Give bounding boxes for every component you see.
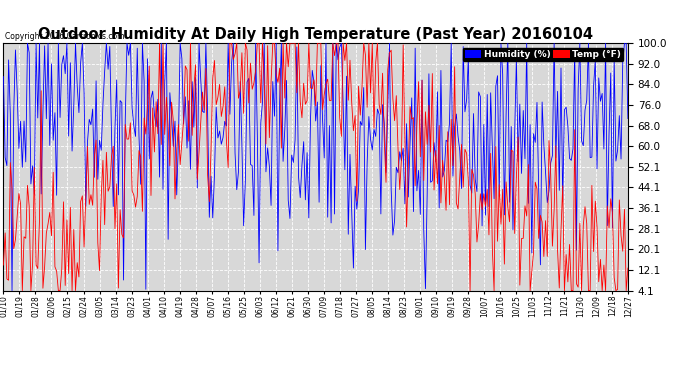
Text: Copyright 2016 Cartronics.com: Copyright 2016 Cartronics.com	[5, 32, 124, 40]
Legend: Humidity (%), Temp (°F): Humidity (%), Temp (°F)	[462, 48, 623, 61]
Title: Outdoor Humidity At Daily High Temperature (Past Year) 20160104: Outdoor Humidity At Daily High Temperatu…	[38, 27, 593, 42]
